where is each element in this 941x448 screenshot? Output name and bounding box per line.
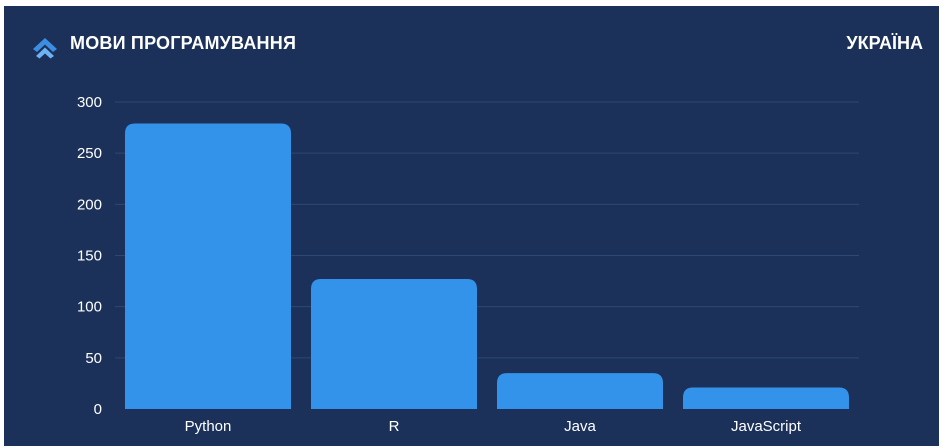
y-tick-label: 150 bbox=[77, 248, 102, 265]
bar-javascript bbox=[683, 387, 849, 409]
y-axis-ticks: 0 50 100 150 200 250 300 bbox=[77, 94, 102, 418]
y-tick-label: 300 bbox=[77, 94, 102, 111]
x-tick-label: R bbox=[389, 418, 400, 435]
chevron-up-logo-icon bbox=[33, 38, 57, 59]
y-tick-label: 100 bbox=[77, 299, 102, 316]
bar-chart: 0 50 100 150 200 250 300 Python R Java JavaScript bbox=[77, 94, 859, 435]
bars bbox=[125, 123, 849, 410]
x-axis-labels: Python R Java JavaScript bbox=[185, 418, 802, 435]
chart-title: МОВИ ПРОГРАМУВАННЯ bbox=[70, 33, 297, 53]
bar-java bbox=[497, 373, 663, 409]
bar-python bbox=[125, 123, 291, 410]
y-tick-label: 250 bbox=[77, 145, 102, 162]
x-tick-label: JavaScript bbox=[731, 418, 802, 435]
x-tick-label: Python bbox=[185, 418, 232, 435]
x-tick-label: Java bbox=[564, 418, 596, 435]
y-tick-label: 0 bbox=[94, 401, 102, 418]
y-tick-label: 200 bbox=[77, 196, 102, 213]
y-tick-label: 50 bbox=[85, 350, 102, 367]
region-label: УКРАЇНА bbox=[846, 33, 923, 53]
chart-card: МОВИ ПРОГРАМУВАННЯ УКРАЇНА 0 50 100 150 200 2… bbox=[4, 6, 939, 446]
bar-r bbox=[311, 279, 477, 409]
